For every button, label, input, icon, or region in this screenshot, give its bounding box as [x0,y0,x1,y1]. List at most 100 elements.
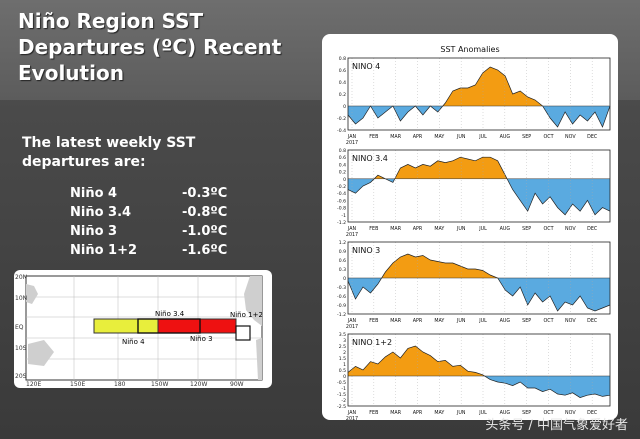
y-tick-label: -0.2 [337,116,346,122]
month-label: SEP [522,226,531,232]
month-label: OCT [543,226,553,232]
year-label: 2017 [346,140,358,146]
land-asia [26,284,38,304]
lat-label: 10S [15,345,27,352]
y-tick-label: 0 [343,374,346,380]
nino4-box [93,318,159,334]
land-australia [28,340,54,366]
month-label: DEC [587,226,598,232]
chart-panel: 1.2 0.9 0.6 0.3 0 -0.3 -0.6 -0.9 -1.2 NINO 3 JAN FE… [337,240,611,330]
lat-label: 10N [15,295,27,302]
positive-anomaly-area [348,67,610,106]
y-tick-label: -0.3 [337,285,346,291]
nino34-label: Niño 3.4 [155,310,185,318]
y-tick-label: 0.8 [339,56,346,62]
anomaly-line [347,66,611,128]
month-label: JAN [347,134,357,140]
y-tick-label: -0.5 [337,380,346,386]
y-tick-label: -2.5 [337,404,346,410]
region-name: Niño 3.4 [70,205,132,220]
y-tick-label: 0 [343,104,346,110]
nino3-label: Niño 3 [190,335,213,343]
month-label: NOV [565,134,576,140]
month-label: MAY [434,134,444,140]
lon-label: 120E [26,381,41,388]
y-tick-label: 0.4 [339,80,346,86]
slide-title: Niño Region SST Departures (ºC) Recent E… [18,8,318,86]
nino3-box [157,318,237,334]
panel-frame [347,241,611,315]
month-label: MAR [390,410,401,416]
y-tick-label: -0.2 [337,184,346,190]
month-label: APR [413,226,423,232]
y-tick-label: -2 [341,398,346,404]
y-tick-label: 2 [343,350,346,356]
month-label: JAN [347,226,357,232]
region-value: -1.6ºC [182,243,228,258]
y-tick-label: -1.5 [337,392,346,398]
y-tick-label: 0.2 [339,92,346,98]
month-label: JAN [347,410,357,416]
region-row: Niño 1+2 -1.6ºC [70,243,270,262]
region-value: -1.0ºC [182,224,228,239]
title-line-1: Niño Region SST [18,9,204,33]
lon-labels: 120E 150E 180 150W 120W 90W [26,381,244,388]
y-tick-label: -0.6 [337,294,346,300]
y-tick-label: 3 [343,338,346,344]
panel-frame [347,57,611,131]
month-label: NOV [565,318,576,324]
month-label: FEB [369,134,378,140]
negative-anomaly-area [348,106,610,127]
year-label: 2017 [346,232,358,238]
year-label: 2017 [346,416,358,420]
chart-panel: 0.8 0.6 0.4 0.2 0 -0.2 -0.4 NINO 4 JAN FEB MAR APR M… [337,56,611,146]
y-tick-label: 0.4 [339,162,346,168]
month-label: AUG [500,134,511,140]
positive-anomaly-area [374,157,508,179]
month-label: APR [413,318,423,324]
month-label: APR [413,134,423,140]
lat-labels: 20N 10N EQ 10S 20S [15,274,27,380]
chart-title: SST Anomalies [440,45,499,54]
lat-label: 20S [15,373,27,380]
intro-line-2: departures are: [22,154,146,170]
y-tick-label: 0.5 [339,368,346,374]
y-tick-label: 0 [343,276,346,282]
y-tick-label: -0.4 [337,191,346,197]
month-label: JUL [478,226,487,232]
y-tick-label: 0.9 [339,249,346,255]
month-label: JUN [456,134,466,140]
month-label: SEP [522,318,531,324]
month-label: FEB [369,226,378,232]
y-tick-label: 1.2 [339,240,346,246]
nino12-box [235,325,251,341]
title-line-3: Evolution [18,61,124,85]
region-name: Niño 1+2 [70,243,138,258]
anomaly-line [347,345,611,398]
nino34-box [137,318,201,334]
intro-line-1: The latest weekly SST [22,135,196,151]
month-label: JUL [478,134,487,140]
y-tick-label: -1 [341,386,346,392]
month-label: AUG [500,410,511,416]
month-label: MAR [390,134,401,140]
month-label: FEB [369,318,378,324]
negative-anomaly-area [348,278,610,311]
region-value: -0.3ºC [182,186,228,201]
lon-label: 150W [151,381,168,388]
y-tick-label: 0.3 [339,267,346,273]
panel-frame [347,333,611,407]
y-tick-label: -1.2 [337,220,346,226]
month-label: SEP [522,410,531,416]
region-name: Niño 3 [70,224,118,239]
month-label: MAY [434,226,444,232]
panel-name: NINO 1+2 [352,338,392,347]
month-label: AUG [500,318,511,324]
anomaly-line [347,156,611,216]
month-label: MAY [434,410,444,416]
month-label: OCT [543,318,553,324]
chart-panel: 0.80.60.4 0.20-0.2-0.4-0.6 -0.8-1-1.2 NINO … [337,148,611,238]
region-row: Niño 3.4 -0.8ºC [70,205,270,224]
region-name: Niño 4 [70,186,118,201]
region-row: Niño 3 -1.0ºC [70,224,270,243]
